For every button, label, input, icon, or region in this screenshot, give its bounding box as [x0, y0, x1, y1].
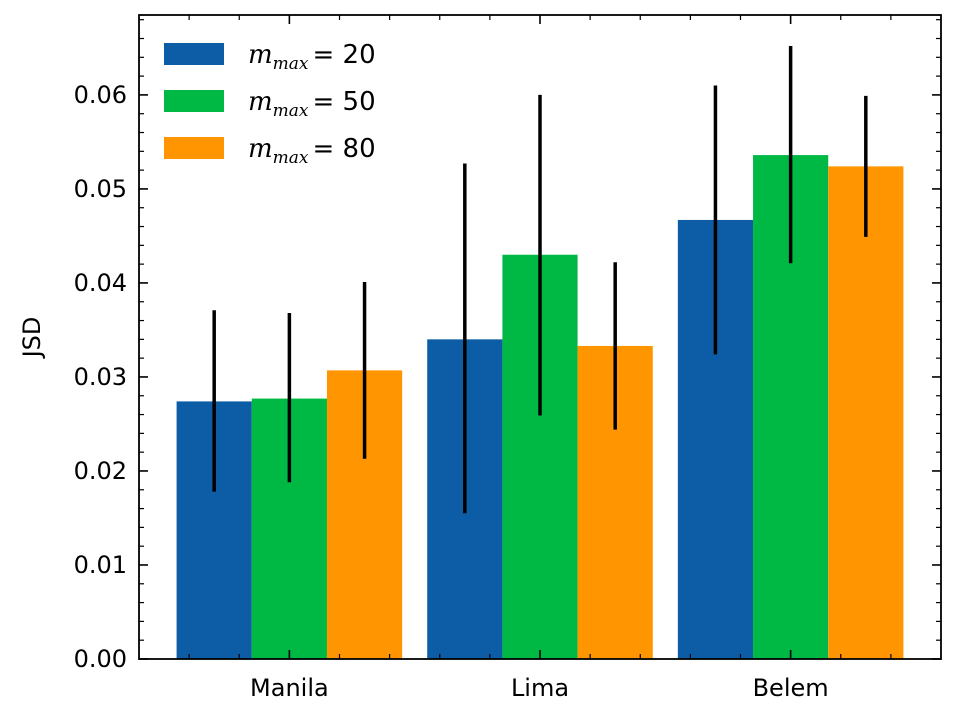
legend-label-2: mmax = 50: [248, 87, 376, 121]
y-tick-label: 0.03: [74, 363, 127, 391]
y-tick-label: 0.06: [74, 81, 127, 109]
legend-label-3: mmax = 80: [248, 134, 376, 168]
legend-swatch-2: [164, 90, 224, 112]
bars: [176, 155, 904, 659]
y-tick-label: 0.01: [74, 551, 127, 579]
y-tick-label: 0.05: [74, 175, 127, 203]
bar-belem-series-3: [828, 166, 904, 659]
x-tick-label-lima: Lima: [511, 674, 569, 702]
y-tick-label: 0.00: [74, 645, 127, 673]
legend-label-1: mmax = 20: [248, 40, 376, 74]
x-tick-label-manila: Manila: [250, 674, 329, 702]
x-tick-label-belem: Belem: [753, 674, 829, 702]
legend-swatch-3: [164, 137, 224, 159]
legend-swatch-1: [164, 43, 224, 65]
y-tick-label: 0.04: [74, 269, 127, 297]
axes: 0.00 0.01 0.02 0.03 0.04 0.05 0.06 Manila Lima Be…: [74, 14, 942, 702]
y-tick-label: 0.02: [74, 457, 127, 485]
legend: mmax = 20 mmax = 50 mmax = 80: [164, 40, 376, 168]
error-bars: [212, 46, 868, 514]
y-axis-label: JSD: [18, 317, 46, 360]
